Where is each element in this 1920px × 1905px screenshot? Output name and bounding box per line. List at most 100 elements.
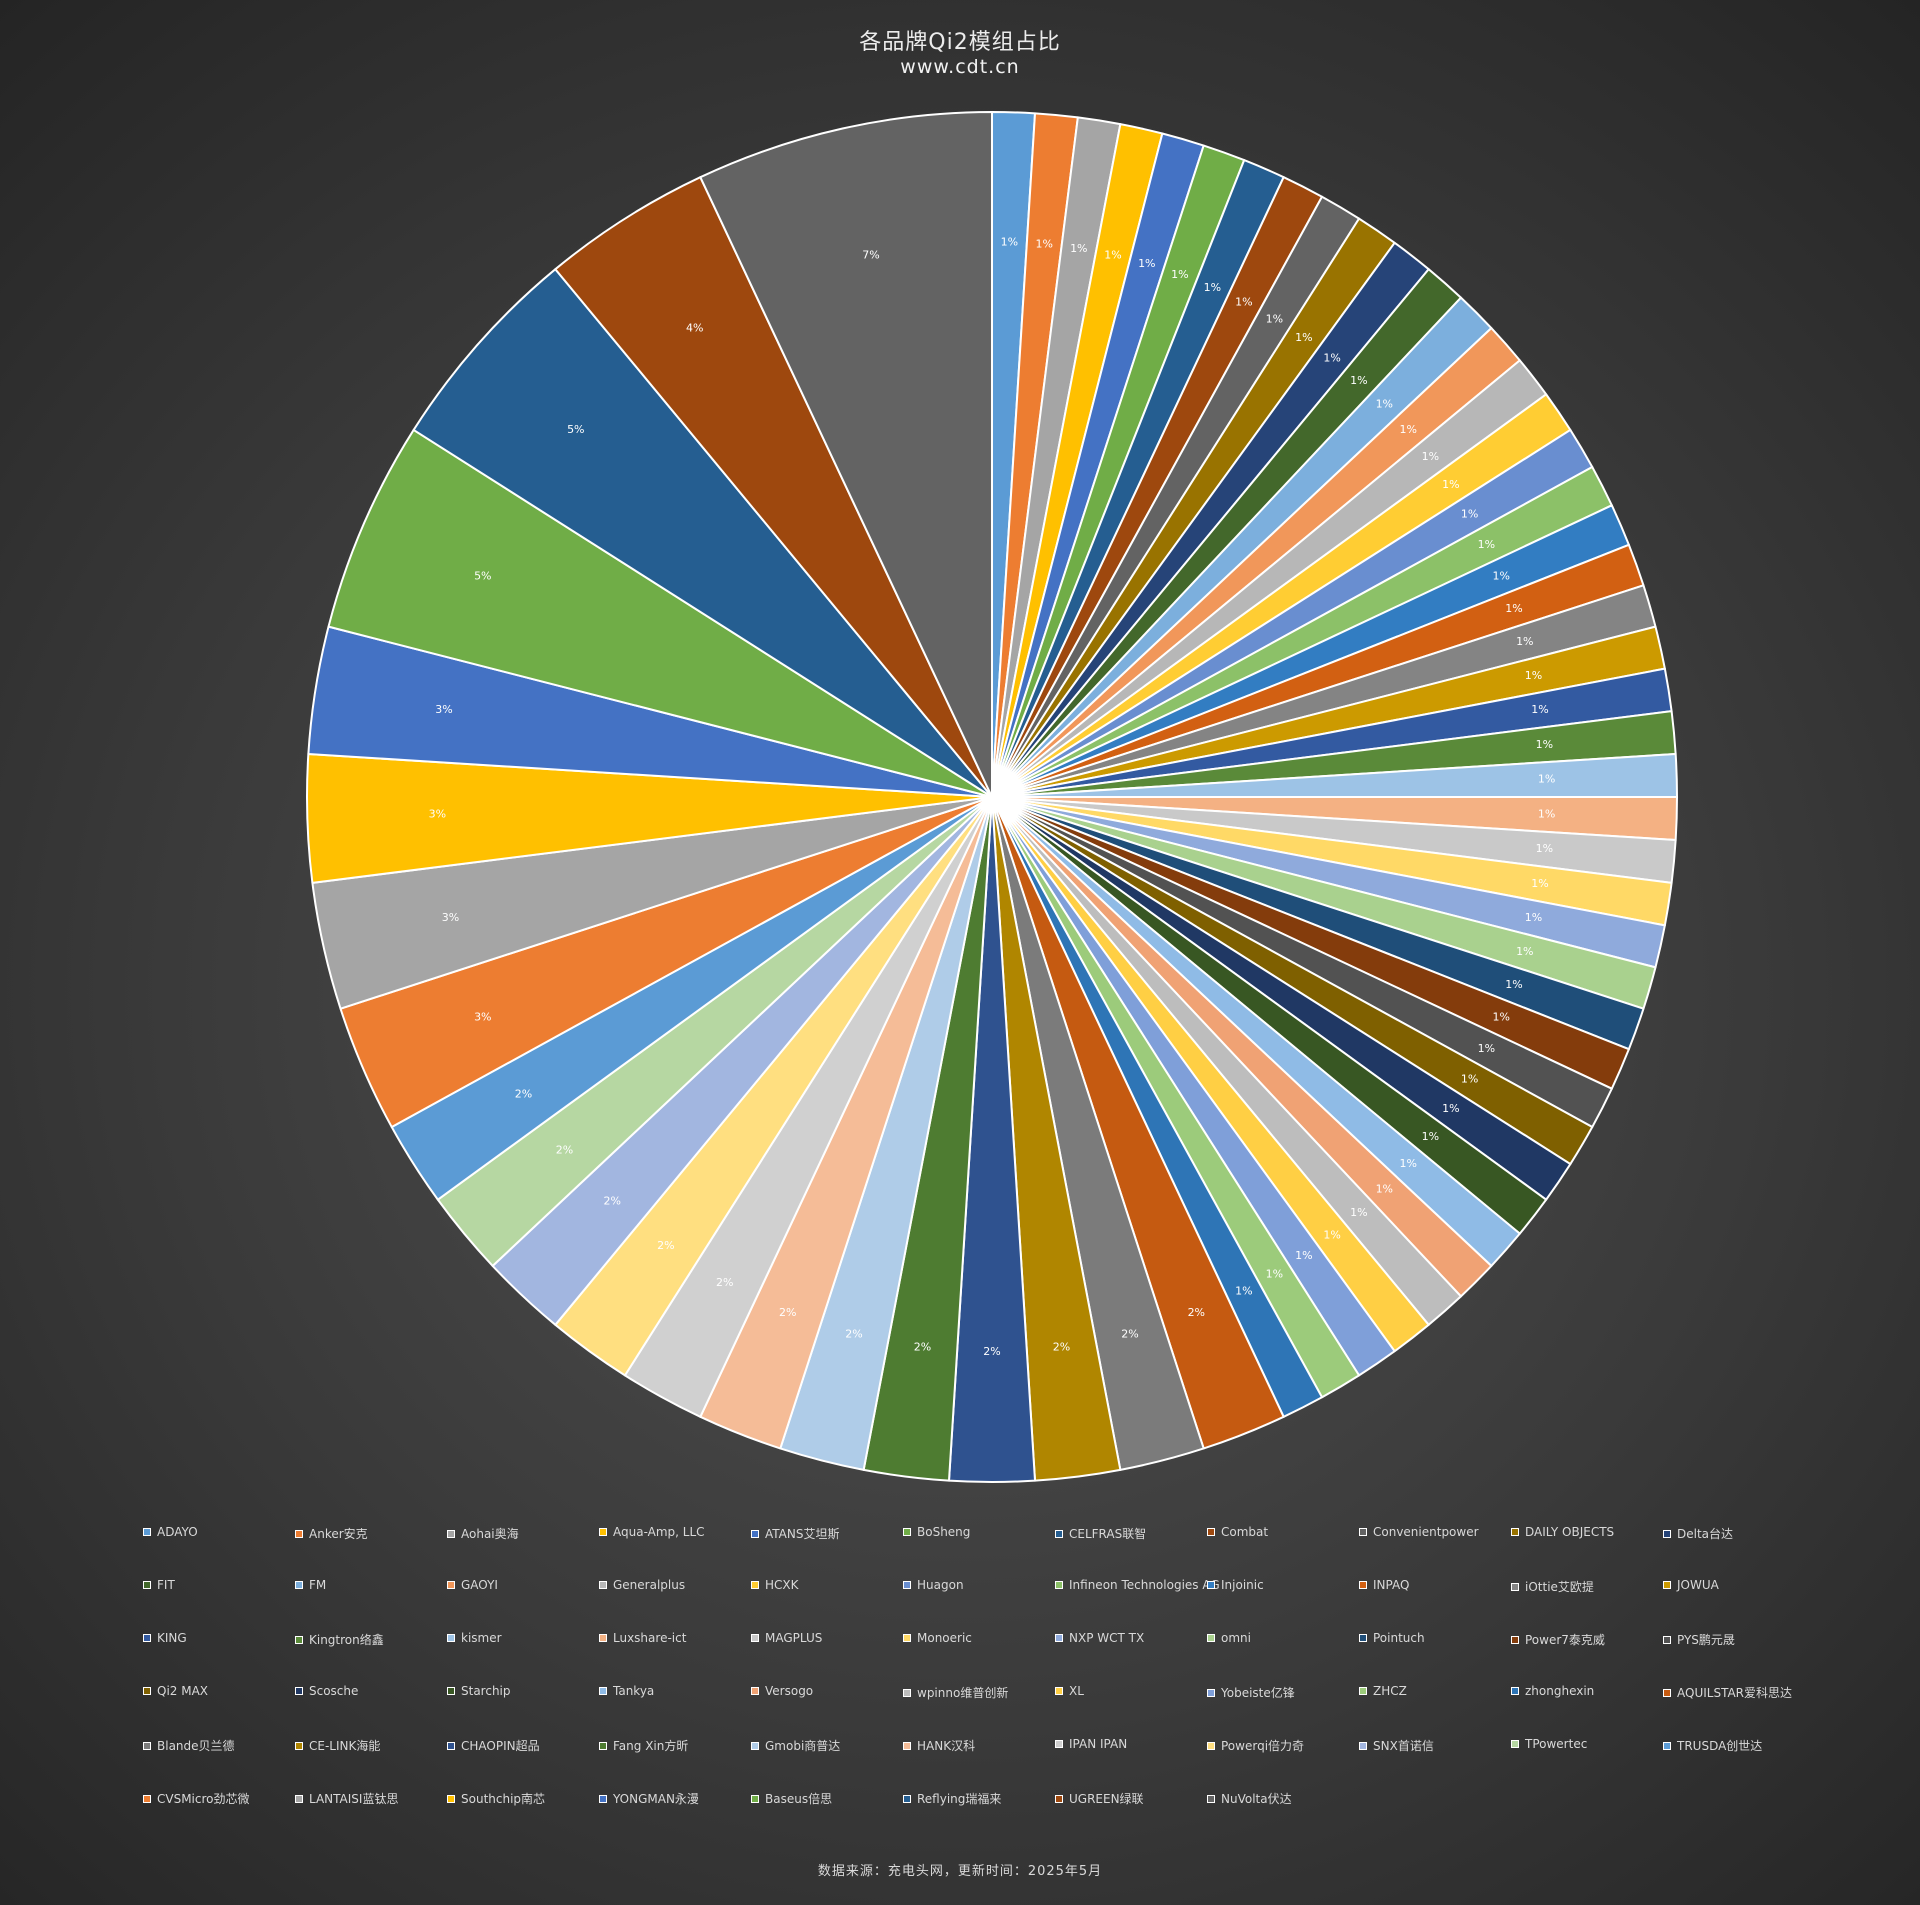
legend-label: MAGPLUS <box>765 1631 823 1645</box>
legend-label: YONGMAN永漫 <box>613 1792 699 1806</box>
legend-label: PYS鹏元晟 <box>1677 1633 1735 1647</box>
pie-data-label-8: 1% <box>1235 296 1252 309</box>
legend-swatch <box>1511 1740 1519 1748</box>
legend-label: SNX首诺信 <box>1373 1739 1434 1753</box>
legend-item: CVSMicro劲芯微 <box>143 1790 250 1807</box>
legend-item: Gmobi商普达 <box>751 1737 840 1754</box>
legend-label: iOttie艾欧提 <box>1525 1580 1594 1594</box>
legend-swatch <box>447 1741 455 1750</box>
legend-item: TPowertec <box>1511 1737 1587 1751</box>
data-source-note: 数据来源：充电头网，更新时间：2025年5月 <box>817 1864 1103 1879</box>
legend-swatch <box>1511 1687 1519 1695</box>
legend-item: Yobeiste亿锋 <box>1207 1684 1295 1701</box>
legend-swatch <box>751 1794 759 1803</box>
chart-subtitle: www.cdt.cn <box>900 56 1020 78</box>
pie-data-label-45: 2% <box>1121 1327 1138 1340</box>
legend-item: Reflying瑞福来 <box>903 1790 1001 1807</box>
pie-slices <box>305 110 1679 1484</box>
legend-swatch <box>1055 1529 1063 1538</box>
legend-item: AQUILSTAR爱科思达 <box>1663 1684 1792 1701</box>
legend-swatch <box>903 1634 911 1642</box>
legend-swatch <box>1359 1741 1367 1750</box>
legend-label: Infineon Technologies AG <box>1069 1578 1220 1592</box>
legend-label: ADAYO <box>157 1525 198 1539</box>
legend-item: HCXK <box>751 1578 799 1592</box>
legend-swatch <box>143 1794 151 1803</box>
legend-item: Starchip <box>447 1684 511 1698</box>
legend-label: Huagon <box>917 1578 964 1592</box>
legend-item: PYS鹏元晟 <box>1663 1631 1735 1648</box>
legend-label: CE-LINK海能 <box>309 1739 381 1753</box>
legend-item: FM <box>295 1578 326 1592</box>
legend-swatch <box>1055 1634 1063 1642</box>
legend-item: INPAQ <box>1359 1578 1409 1592</box>
pie-data-label-34: 1% <box>1461 1072 1478 1085</box>
legend-item: Convenientpower <box>1359 1525 1479 1539</box>
legend-label: Convenientpower <box>1373 1525 1479 1539</box>
pie-data-label-24: 1% <box>1536 738 1553 751</box>
pie-data-label-12: 1% <box>1350 374 1367 387</box>
legend-item: GAOYI <box>447 1578 498 1592</box>
legend-label: Scosche <box>309 1684 359 1698</box>
legend-label: Fang Xin方昕 <box>613 1739 689 1753</box>
legend-swatch <box>1055 1581 1063 1589</box>
legend-item: Injoinic <box>1207 1578 1264 1592</box>
legend-item: ZHCZ <box>1359 1684 1407 1698</box>
legend-item: KING <box>143 1631 187 1645</box>
pie-data-label-31: 1% <box>1505 978 1522 991</box>
legend-swatch <box>1663 1581 1671 1589</box>
legend-swatch <box>1207 1581 1215 1589</box>
legend-label: Reflying瑞福来 <box>917 1792 1002 1806</box>
legend-label: Starchip <box>461 1684 511 1698</box>
legend-label: Blande贝兰德 <box>157 1739 235 1753</box>
legend-swatch <box>1207 1528 1215 1536</box>
legend-item: Monoeric <box>903 1631 972 1645</box>
legend-label: JOWUA <box>1677 1578 1719 1592</box>
legend-item: zhonghexin <box>1511 1684 1594 1698</box>
legend-swatch <box>1055 1687 1063 1695</box>
pie-data-label-35: 1% <box>1442 1102 1459 1115</box>
legend-swatch <box>1511 1582 1519 1591</box>
legend-item: Southchip南芯 <box>447 1790 545 1807</box>
legend-swatch <box>1663 1741 1671 1750</box>
pie-data-label-23: 1% <box>1531 703 1548 716</box>
legend-item: Powerqi倍力奇 <box>1207 1737 1304 1754</box>
pie-data-label-3: 1% <box>1070 242 1087 255</box>
legend-item: CELFRAS联智 <box>1055 1525 1146 1542</box>
legend-item: BoSheng <box>903 1525 970 1539</box>
legend-item: Versogo <box>751 1684 813 1698</box>
legend-item: Power7泰克威 <box>1511 1631 1605 1648</box>
chart-legend: ADAYO Anker安克 Aohai奥海 Aqua-Amp, LLC ATANS艾坦斯… <box>143 1525 1843 1806</box>
legend-item: NuVolta伏达 <box>1207 1790 1292 1807</box>
legend-swatch <box>447 1529 455 1538</box>
legend-label: HCXK <box>765 1578 799 1592</box>
legend-swatch <box>447 1581 455 1589</box>
legend-label: Powerqi倍力奇 <box>1221 1739 1305 1753</box>
pie-data-label-55: 2% <box>515 1087 532 1100</box>
legend-label: XL <box>1069 1684 1084 1698</box>
pie-data-label-25: 1% <box>1538 773 1555 786</box>
legend-item: SNX首诺信 <box>1359 1737 1434 1754</box>
legend-item: Blande贝兰德 <box>143 1737 235 1754</box>
legend-label: Luxshare-ict <box>613 1631 687 1645</box>
legend-swatch <box>1359 1634 1367 1642</box>
pie-data-label-59: 3% <box>435 703 452 716</box>
pie-data-label-21: 1% <box>1516 635 1533 648</box>
legend-label: Combat <box>1221 1525 1269 1539</box>
legend-label: CVSMicro劲芯微 <box>157 1792 250 1806</box>
pie-data-label-57: 3% <box>442 911 459 924</box>
legend-label: UGREEN绿联 <box>1069 1792 1144 1806</box>
legend-item: LANTAISI蓝钛思 <box>295 1790 398 1807</box>
legend-label: IPAN IPAN <box>1069 1737 1128 1751</box>
pie-data-label-63: 7% <box>862 249 879 262</box>
legend-swatch <box>1207 1741 1215 1750</box>
legend-label: wpinno维普创新 <box>917 1686 1009 1700</box>
legend-item: HANK汉科 <box>903 1737 975 1754</box>
legend-label: Qi2 MAX <box>157 1684 209 1698</box>
pie-data-label-18: 1% <box>1478 538 1495 551</box>
legend-item: omni <box>1207 1631 1251 1645</box>
pie-data-label-58: 3% <box>429 807 446 820</box>
legend-label: kismer <box>461 1631 502 1645</box>
pie-data-label-38: 1% <box>1376 1182 1393 1195</box>
legend-item: Generalplus <box>599 1578 685 1592</box>
